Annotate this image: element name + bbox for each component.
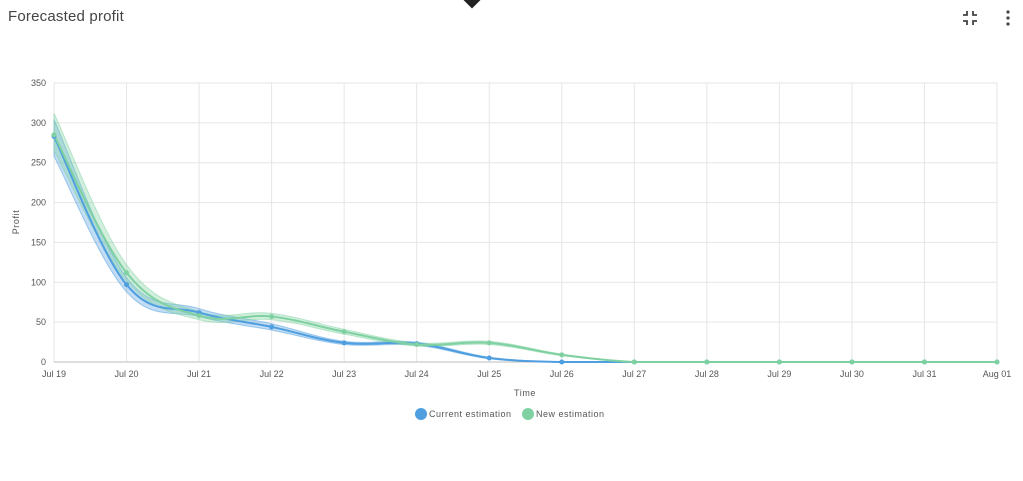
x-tick-label: Jul 30 xyxy=(840,369,864,379)
y-tick-label: 150 xyxy=(31,237,46,247)
new-estimation-point[interactable] xyxy=(124,270,130,276)
x-tick-label: Jul 21 xyxy=(187,369,211,379)
x-tick-label: Jul 24 xyxy=(405,369,429,379)
chart-legend: Current estimation New estimation xyxy=(415,408,605,420)
series-points xyxy=(51,132,1000,365)
current-estimation-point[interactable] xyxy=(486,355,492,361)
y-axis-ticks: 0 50 100 150 200 250 300 350 xyxy=(31,78,46,367)
new-estimation-point[interactable] xyxy=(486,340,492,346)
new-estimation-point[interactable] xyxy=(196,313,202,319)
current-estimation-point[interactable] xyxy=(124,282,130,288)
x-tick-label: Jul 20 xyxy=(115,369,139,379)
new-estimation-point[interactable] xyxy=(921,359,927,365)
x-axis-label: Time xyxy=(514,388,536,398)
new-estimation-point[interactable] xyxy=(341,329,347,335)
y-tick-label: 50 xyxy=(36,317,46,327)
y-tick-label: 100 xyxy=(31,277,46,287)
x-tick-label: Jul 26 xyxy=(550,369,574,379)
current-estimation-point[interactable] xyxy=(341,340,347,346)
x-tick-label: Jul 29 xyxy=(767,369,791,379)
new-estimation-line xyxy=(53,134,997,364)
new-estimation-point[interactable] xyxy=(994,359,1000,365)
new-estimation-point[interactable] xyxy=(849,359,855,365)
new-estimation-point[interactable] xyxy=(269,314,275,320)
chart-container: 0 50 100 150 200 250 300 350 Jul 19 Jul 20 Jul 21… xyxy=(0,60,1023,476)
confidence-bands xyxy=(53,113,997,363)
x-tick-label: Jul 19 xyxy=(42,369,66,379)
x-tick-label: Jul 25 xyxy=(477,369,501,379)
y-tick-label: 200 xyxy=(31,198,46,208)
new-estimation-point[interactable] xyxy=(704,359,710,365)
legend-item-current-estimation[interactable]: Current estimation xyxy=(415,408,512,420)
x-tick-label: Jul 31 xyxy=(912,369,936,379)
page-title: Forecasted profit xyxy=(8,8,124,25)
x-tick-label: Jul 27 xyxy=(622,369,646,379)
profit-line-chart: 0 50 100 150 200 250 300 350 Jul 19 Jul 20 Jul 21… xyxy=(11,78,1011,420)
y-tick-label: 0 xyxy=(41,357,46,367)
new-estimation-point[interactable] xyxy=(631,359,637,365)
x-axis-ticks: Jul 19 Jul 20 Jul 21 Jul 22 Jul 23 Jul 24 Jul … xyxy=(42,369,1011,379)
legend-label: New estimation xyxy=(536,409,605,419)
current-estimation-line xyxy=(53,135,997,364)
new-estimation-band xyxy=(53,113,997,363)
legend-swatch xyxy=(522,408,534,420)
current-estimation-point[interactable] xyxy=(559,359,565,365)
more-vertical-icon xyxy=(1006,10,1010,26)
chart-header: Forecasted profit xyxy=(0,0,1023,40)
y-axis-label: Profit xyxy=(11,210,21,235)
grid-lines xyxy=(53,82,998,363)
y-tick-label: 350 xyxy=(31,78,46,88)
fullscreen-exit-icon xyxy=(963,11,977,25)
more-options-button[interactable] xyxy=(998,8,1018,28)
x-tick-label: Jul 23 xyxy=(332,369,356,379)
new-estimation-point[interactable] xyxy=(559,352,565,358)
legend-label: Current estimation xyxy=(429,409,512,419)
new-estimation-point[interactable] xyxy=(414,341,420,347)
y-tick-label: 300 xyxy=(31,118,46,128)
legend-swatch xyxy=(415,408,427,420)
x-tick-label: Jul 22 xyxy=(260,369,284,379)
x-tick-label: Jul 28 xyxy=(695,369,719,379)
series-lines xyxy=(53,134,997,364)
fullscreen-exit-button[interactable] xyxy=(960,8,980,28)
new-estimation-point[interactable] xyxy=(776,359,782,365)
x-tick-label: Aug 01 xyxy=(983,369,1012,379)
y-tick-label: 250 xyxy=(31,158,46,168)
current-estimation-band xyxy=(53,119,997,363)
new-estimation-point[interactable] xyxy=(51,132,57,138)
current-estimation-point[interactable] xyxy=(269,324,275,330)
legend-item-new-estimation[interactable]: New estimation xyxy=(522,408,605,420)
drag-handle-notch[interactable] xyxy=(463,0,481,9)
